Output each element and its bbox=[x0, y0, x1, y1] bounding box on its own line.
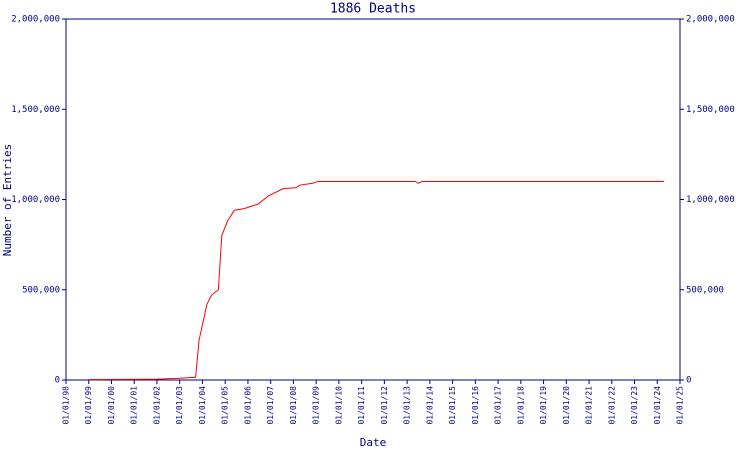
x-tick-label: 01/01/21 bbox=[585, 386, 594, 425]
y-tick-label: 2,000,000 bbox=[11, 15, 60, 25]
x-tick-label: 01/01/02 bbox=[152, 386, 161, 425]
x-tick-label: 01/01/25 bbox=[676, 386, 685, 425]
plot-frame bbox=[65, 18, 681, 381]
y-tick-label: 0 bbox=[55, 376, 60, 386]
x-tick-label: 01/01/11 bbox=[357, 386, 366, 425]
x-tick-label: 01/01/17 bbox=[494, 386, 503, 425]
y-tick-label: 1,500,000 bbox=[11, 105, 60, 115]
chart-title: 1886 Deaths bbox=[330, 2, 416, 17]
x-tick-label: 01/01/06 bbox=[243, 386, 252, 425]
y2-tick-label: 1,000,000 bbox=[686, 195, 735, 205]
y2-tick-label: 2,000,000 bbox=[686, 15, 735, 25]
x-axis-title: Date bbox=[360, 436, 387, 449]
x-tick-label: 01/01/07 bbox=[266, 386, 275, 425]
x-tick-label: 01/01/16 bbox=[471, 386, 480, 425]
x-tick-label: 01/01/13 bbox=[403, 386, 412, 425]
x-tick-label: 01/01/01 bbox=[130, 386, 139, 425]
x-tick-label: 01/01/19 bbox=[539, 386, 548, 425]
y2-tick-label: 0 bbox=[686, 376, 691, 386]
x-tick-label: 01/01/98 bbox=[62, 386, 71, 425]
x-tick-label: 01/01/15 bbox=[448, 386, 457, 425]
y-axis-title: Number of Entries bbox=[1, 144, 14, 257]
x-tick-label: 01/01/00 bbox=[107, 386, 116, 425]
x-tick-label: 01/01/20 bbox=[562, 386, 571, 425]
x-tick-label: 01/01/99 bbox=[84, 386, 93, 425]
x-tick-label: 01/01/18 bbox=[516, 386, 525, 425]
x-tick-label: 01/01/05 bbox=[221, 386, 230, 425]
x-tick-label: 01/01/12 bbox=[380, 386, 389, 425]
x-tick-label: 01/01/24 bbox=[653, 386, 662, 425]
y2-tick-label: 1,500,000 bbox=[686, 105, 735, 115]
x-tick-label: 01/01/10 bbox=[334, 386, 343, 425]
x-tick-label: 01/01/23 bbox=[630, 386, 639, 425]
y-tick-label: 1,000,000 bbox=[11, 195, 60, 205]
x-tick-label: 01/01/08 bbox=[289, 386, 298, 425]
y-tick-label: 500,000 bbox=[22, 285, 60, 295]
x-tick-label: 01/01/14 bbox=[425, 386, 434, 425]
x-tick-label: 01/01/04 bbox=[198, 386, 207, 425]
y2-tick-label: 500,000 bbox=[686, 285, 724, 295]
x-tick-label: 01/01/03 bbox=[175, 386, 184, 425]
data-line bbox=[88, 180, 665, 381]
x-tick-label: 01/01/09 bbox=[312, 386, 321, 425]
x-tick-label: 01/01/22 bbox=[607, 386, 616, 425]
